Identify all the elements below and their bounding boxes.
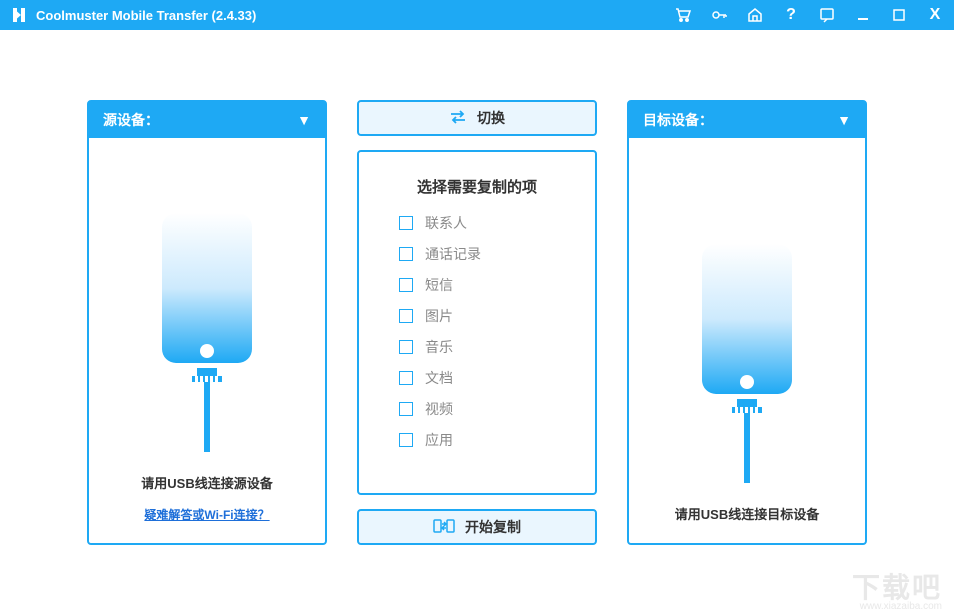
chevron-down-icon: ▼ — [297, 112, 311, 128]
checkbox-item-contacts[interactable]: 联系人 — [399, 213, 565, 233]
checkbox-item-calllog[interactable]: 通话记录 — [399, 244, 565, 264]
checkbox-list: 联系人 通话记录 短信 图片 音乐 — [389, 213, 565, 450]
source-device-panel: 源设备： ▼ — [87, 100, 327, 545]
checkbox-label: 应用 — [425, 430, 453, 450]
checkbox-item-docs[interactable]: 文档 — [399, 368, 565, 388]
checkbox-item-sms[interactable]: 短信 — [399, 275, 565, 295]
key-icon[interactable] — [710, 6, 728, 24]
checkbox[interactable] — [399, 371, 413, 385]
checkbox-label: 通话记录 — [425, 244, 481, 264]
main-content: 源设备： ▼ — [0, 30, 954, 585]
transfer-icon — [433, 518, 455, 537]
source-device-message: 请用USB线连接源设备 — [141, 473, 272, 492]
chevron-down-icon: ▼ — [837, 112, 851, 128]
source-device-label: 源设备： — [103, 110, 159, 130]
checkbox[interactable] — [399, 402, 413, 416]
items-title: 选择需要复制的项 — [389, 176, 565, 197]
checkbox-label: 短信 — [425, 275, 453, 295]
minimize-icon[interactable] — [854, 6, 872, 24]
app-logo-icon — [10, 6, 28, 24]
checkbox-label: 音乐 — [425, 337, 453, 357]
target-device-label: 目标设备： — [643, 110, 713, 130]
phone-icon — [682, 244, 812, 484]
swap-icon — [449, 110, 467, 127]
checkbox-item-music[interactable]: 音乐 — [399, 337, 565, 357]
checkbox[interactable] — [399, 278, 413, 292]
swap-label: 切换 — [477, 108, 505, 128]
troubleshoot-link[interactable]: 疑难解答或Wi-Fi连接？ — [144, 506, 269, 523]
checkbox-label: 文档 — [425, 368, 453, 388]
checkbox-item-photos[interactable]: 图片 — [399, 306, 565, 326]
home-icon[interactable] — [746, 6, 764, 24]
target-device-message: 请用USB线连接目标设备 — [675, 504, 819, 523]
checkbox-label: 图片 — [425, 306, 453, 326]
checkbox[interactable] — [399, 216, 413, 230]
checkbox-label: 联系人 — [425, 213, 467, 233]
checkbox[interactable] — [399, 340, 413, 354]
swap-button[interactable]: 切换 — [357, 100, 597, 136]
app-title: Coolmuster Mobile Transfer (2.4.33) — [36, 8, 674, 23]
titlebar: Coolmuster Mobile Transfer (2.4.33) ? X — [0, 0, 954, 30]
close-icon[interactable]: X — [926, 6, 944, 24]
checkbox[interactable] — [399, 433, 413, 447]
feedback-icon[interactable] — [818, 6, 836, 24]
target-device-body: 请用USB线连接目标设备 — [629, 138, 865, 543]
center-column: 切换 选择需要复制的项 联系人 通话记录 短信 图片 — [357, 100, 597, 545]
start-copy-label: 开始复制 — [465, 517, 521, 537]
source-device-header[interactable]: 源设备： ▼ — [89, 102, 325, 138]
checkbox-item-videos[interactable]: 视频 — [399, 399, 565, 419]
checkbox[interactable] — [399, 309, 413, 323]
checkbox-label: 视频 — [425, 399, 453, 419]
checkbox-item-apps[interactable]: 应用 — [399, 430, 565, 450]
checkbox[interactable] — [399, 247, 413, 261]
target-device-panel: 目标设备： ▼ — [627, 100, 867, 545]
cart-icon[interactable] — [674, 6, 692, 24]
maximize-icon[interactable] — [890, 6, 908, 24]
source-device-body: 请用USB线连接源设备 疑难解答或Wi-Fi连接？ — [89, 138, 325, 543]
watermark-url: www.xiazaiba.com — [860, 601, 942, 612]
start-copy-button[interactable]: 开始复制 — [357, 509, 597, 545]
titlebar-actions: ? X — [674, 6, 944, 24]
items-panel: 选择需要复制的项 联系人 通话记录 短信 图片 — [357, 150, 597, 495]
help-icon[interactable]: ? — [782, 6, 800, 24]
phone-icon — [142, 213, 272, 453]
target-device-header[interactable]: 目标设备： ▼ — [629, 102, 865, 138]
